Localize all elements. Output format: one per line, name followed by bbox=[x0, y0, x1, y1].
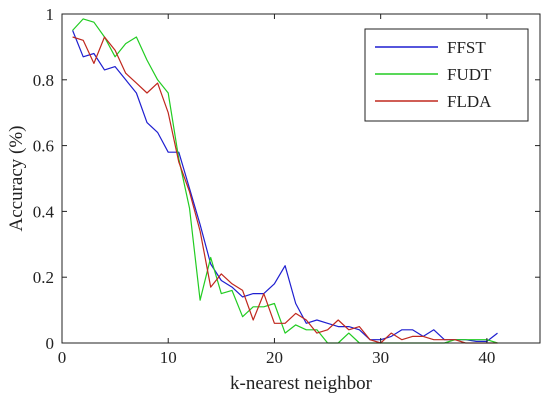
x-tick-label: 0 bbox=[58, 348, 67, 367]
x-tick-label: 30 bbox=[372, 348, 389, 367]
series-line-ffst bbox=[72, 30, 498, 342]
y-tick-label: 0.2 bbox=[33, 268, 54, 287]
series-line-flda bbox=[72, 36, 498, 344]
y-tick-label: 1 bbox=[46, 5, 55, 24]
legend-label-ffst: FFST bbox=[447, 38, 486, 57]
y-tick-label: 0.4 bbox=[33, 202, 55, 221]
y-tick-label: 0 bbox=[46, 334, 55, 353]
x-tick-label: 10 bbox=[160, 348, 177, 367]
y-tick-label: 0.6 bbox=[33, 137, 54, 156]
legend: FFST FUDT FLDA bbox=[364, 28, 529, 122]
legend-label-fudt: FUDT bbox=[447, 65, 492, 84]
legend-label-flda: FLDA bbox=[447, 92, 492, 111]
y-tick-label: 0.8 bbox=[33, 71, 54, 90]
x-axis-title: k-nearest neighbor bbox=[230, 373, 373, 394]
legend-box bbox=[364, 28, 529, 122]
ticks-layer: 0 10 20 30 40 0 0.2 0.4 0.6 0.8 1 bbox=[33, 5, 540, 367]
x-tick-label: 40 bbox=[478, 348, 495, 367]
y-axis-title: Accuracy (%) bbox=[6, 125, 27, 231]
plot-frame bbox=[61, 13, 541, 344]
x-tick-label: 20 bbox=[266, 348, 283, 367]
